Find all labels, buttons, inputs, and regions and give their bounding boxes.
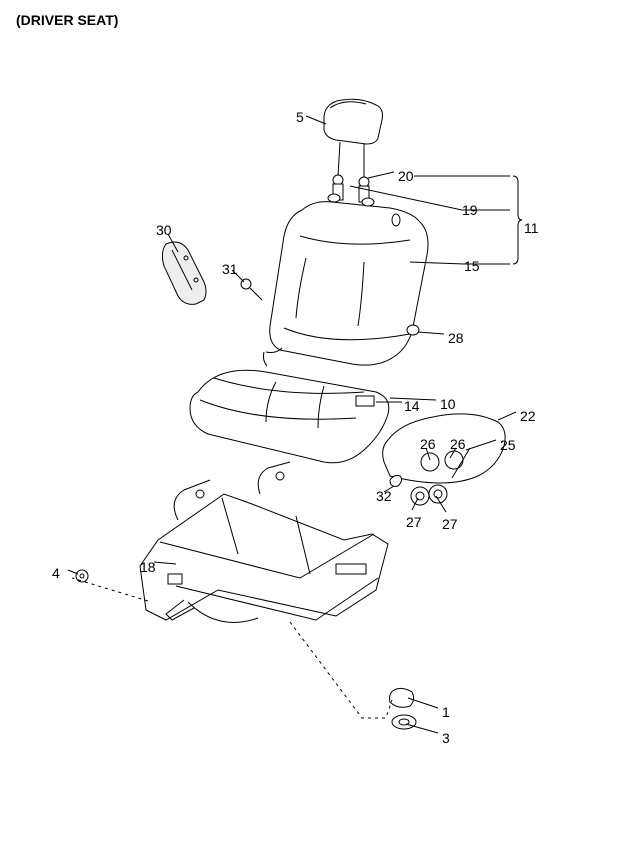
- callout-26b: 26: [450, 436, 466, 452]
- part-seat-cushion: [190, 370, 389, 463]
- callout-30: 30: [156, 222, 172, 238]
- part-bolt-31: [241, 279, 262, 300]
- callout-32: 32: [376, 488, 392, 504]
- callout-10: 10: [440, 396, 456, 412]
- callout-18: 18: [140, 559, 156, 575]
- part-seat-back: [263, 194, 428, 366]
- callout-15: 15: [464, 258, 480, 274]
- callout-5: 5: [296, 109, 304, 125]
- callout-26a: 26: [420, 436, 436, 452]
- part-bolt-4: [76, 570, 88, 582]
- callout-25: 25: [500, 437, 516, 453]
- callout-14: 14: [404, 398, 420, 414]
- callout-27a: 27: [406, 514, 422, 530]
- callout-31: 31: [222, 261, 238, 277]
- callout-28: 28: [448, 330, 464, 346]
- callout-22: 22: [520, 408, 536, 424]
- part-inner-bracket: [162, 242, 206, 304]
- callout-27b: 27: [442, 516, 458, 532]
- callout-20: 20: [398, 168, 414, 184]
- callout-4: 4: [52, 565, 60, 581]
- callout-19: 19: [462, 202, 478, 218]
- part-seat-track: [140, 462, 388, 622]
- part-side-shield: [383, 414, 505, 483]
- diagram-title: (DRIVER SEAT): [16, 12, 118, 28]
- callout-1: 1: [442, 704, 450, 720]
- part-track-cap: [390, 688, 417, 729]
- callout-11: 11: [524, 220, 539, 236]
- parts-diagram: [0, 0, 620, 848]
- callout-3: 3: [442, 730, 450, 746]
